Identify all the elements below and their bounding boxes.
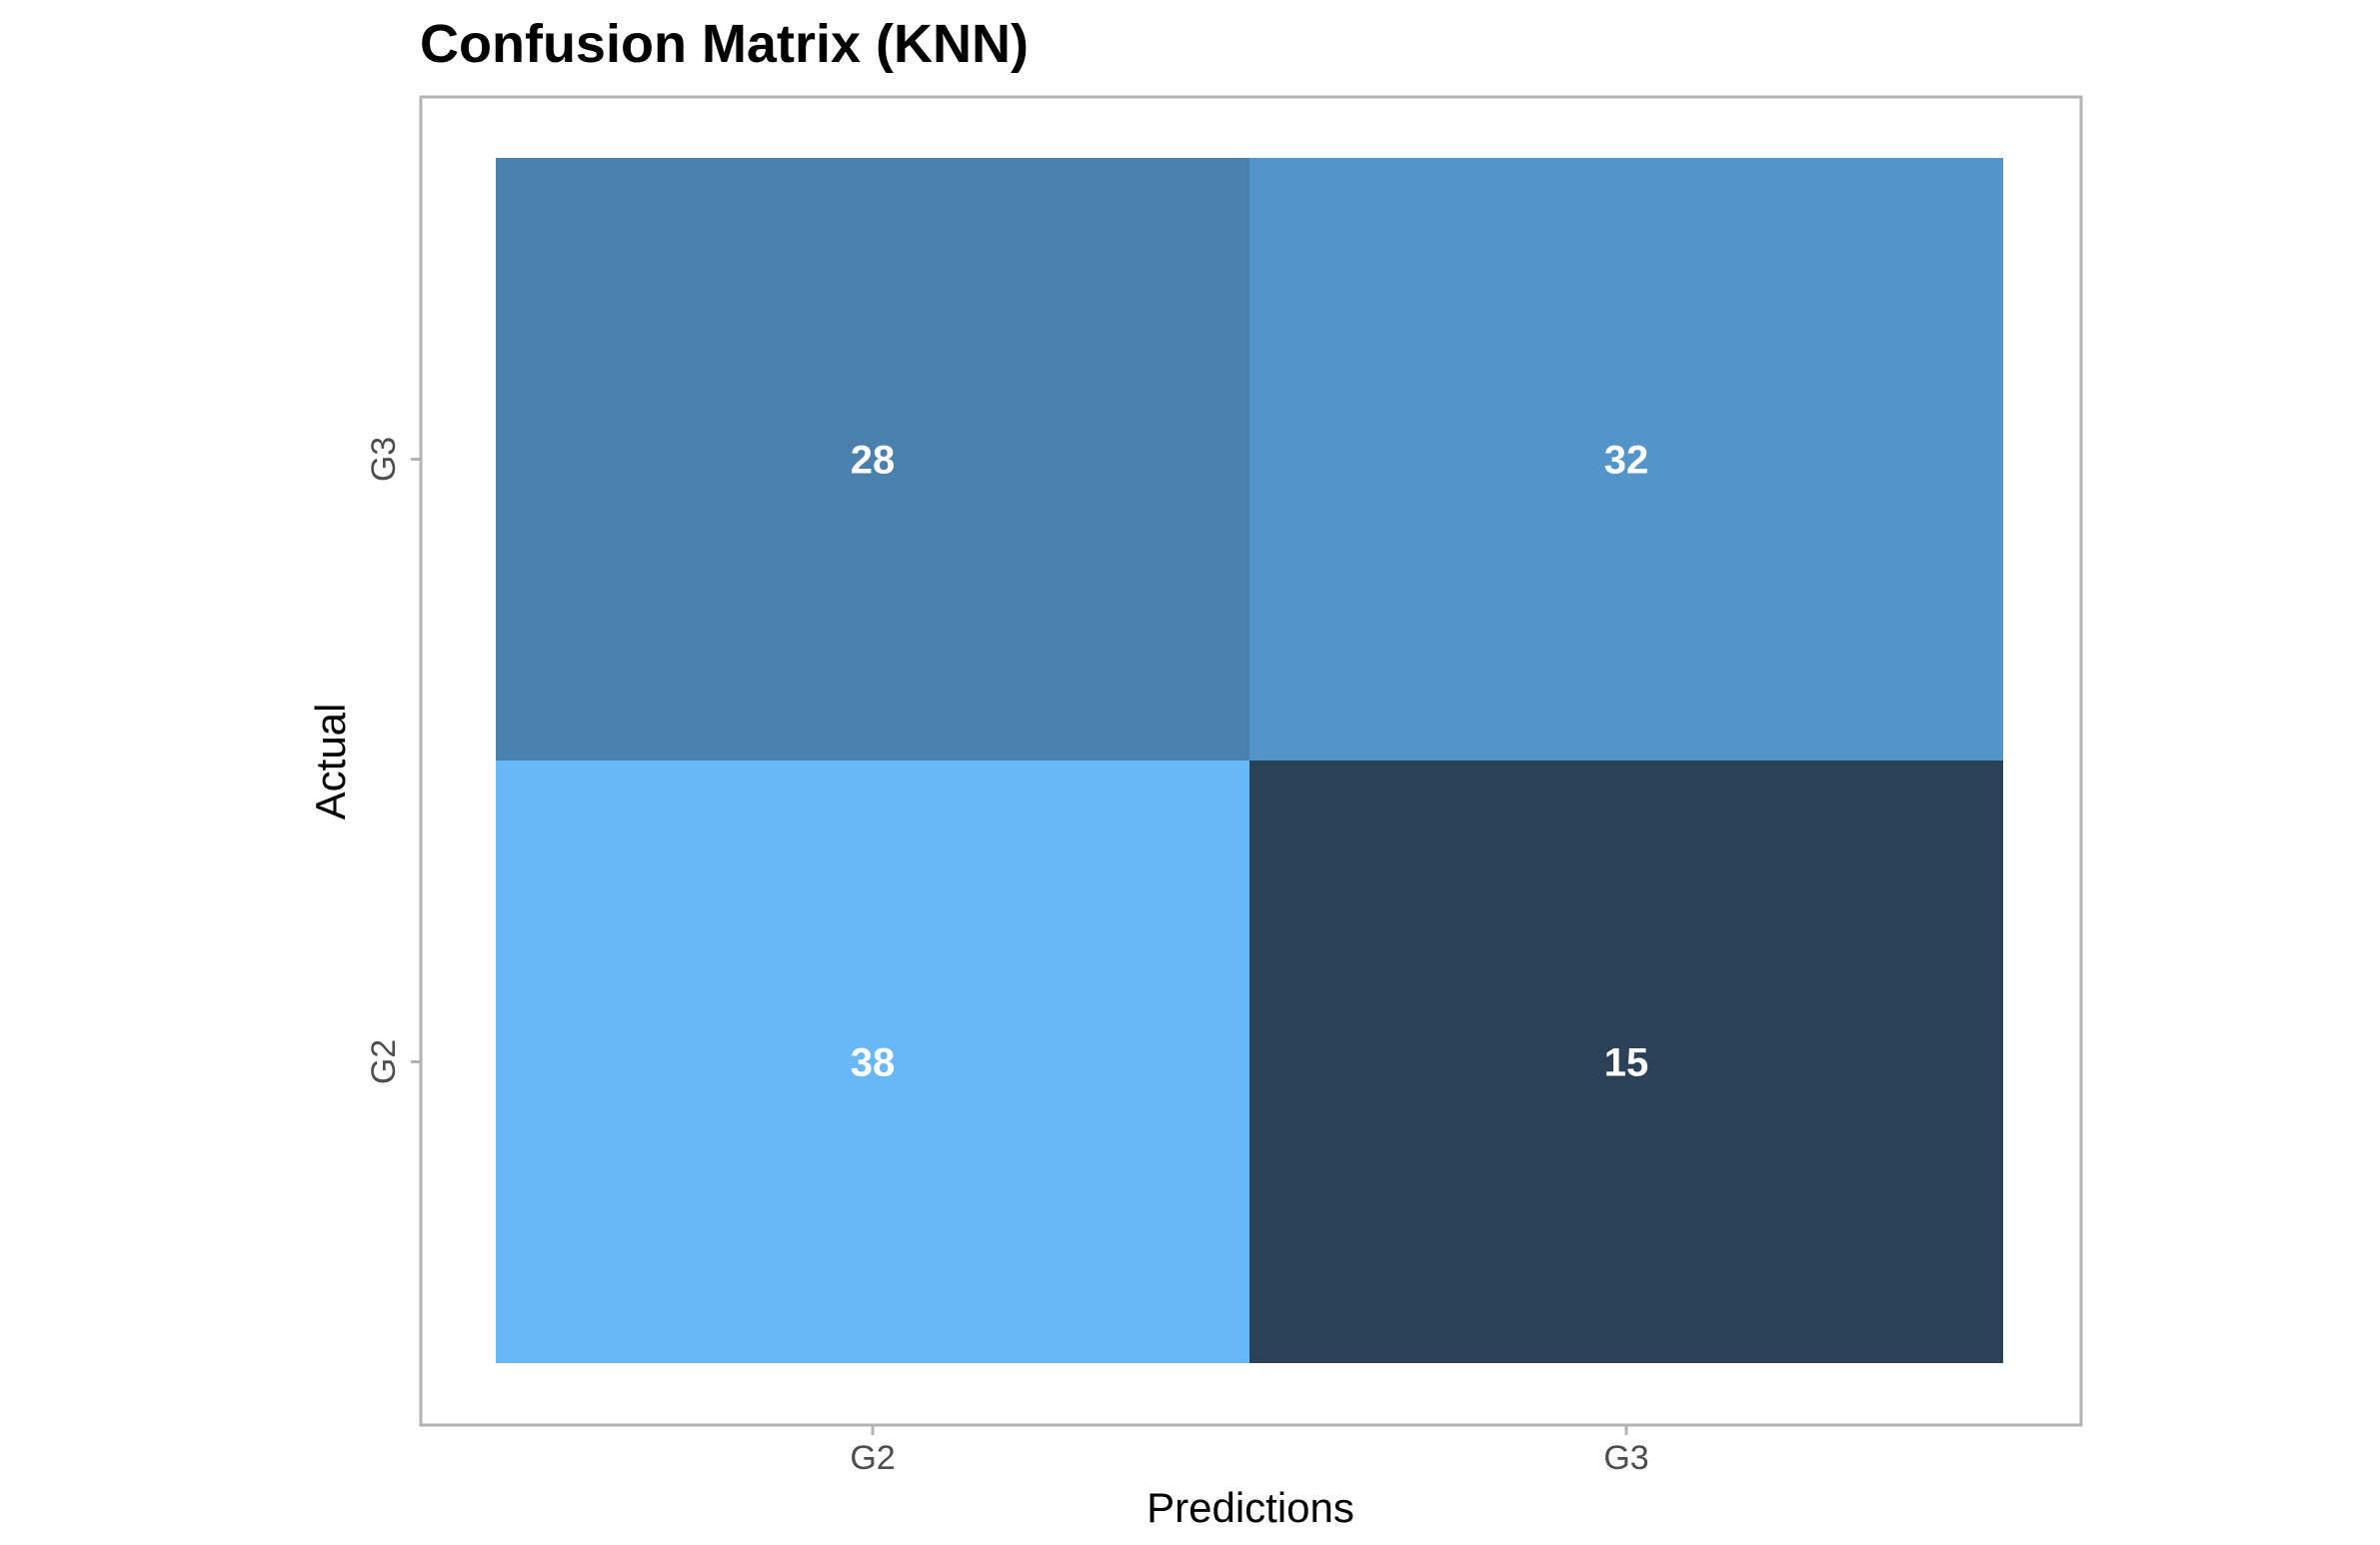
y-tick-label: G3	[365, 437, 403, 482]
y-axis-ticks: G2 G3	[365, 437, 421, 1084]
cell-value-label: 38	[851, 1041, 896, 1085]
panel-border	[419, 95, 2083, 1427]
y-tick-label: G2	[365, 1039, 403, 1084]
heatmap-cell-g2-g3	[1249, 761, 2003, 1363]
cell-value-label: 15	[1604, 1041, 1649, 1085]
y-axis-title: Actual	[307, 704, 354, 820]
heatmap-cell-g3-g3	[1249, 158, 2003, 761]
cell-value-label: 32	[1604, 439, 1649, 483]
chart-title: Confusion Matrix (KNN)	[420, 14, 1029, 74]
heatmap-cell-g3-g2	[496, 158, 1249, 761]
heatmap-cell-g2-g2	[496, 761, 1249, 1363]
cell-labels: 28 32 38 15	[851, 439, 1649, 1085]
heatmap-cells	[496, 158, 2003, 1363]
x-tick-label: G2	[850, 1439, 895, 1477]
x-tick-label: G3	[1603, 1439, 1648, 1477]
cell-value-label: 28	[851, 439, 896, 483]
x-axis-ticks: G2 G3	[850, 1425, 1649, 1477]
x-axis-title: Predictions	[1147, 1484, 1354, 1531]
